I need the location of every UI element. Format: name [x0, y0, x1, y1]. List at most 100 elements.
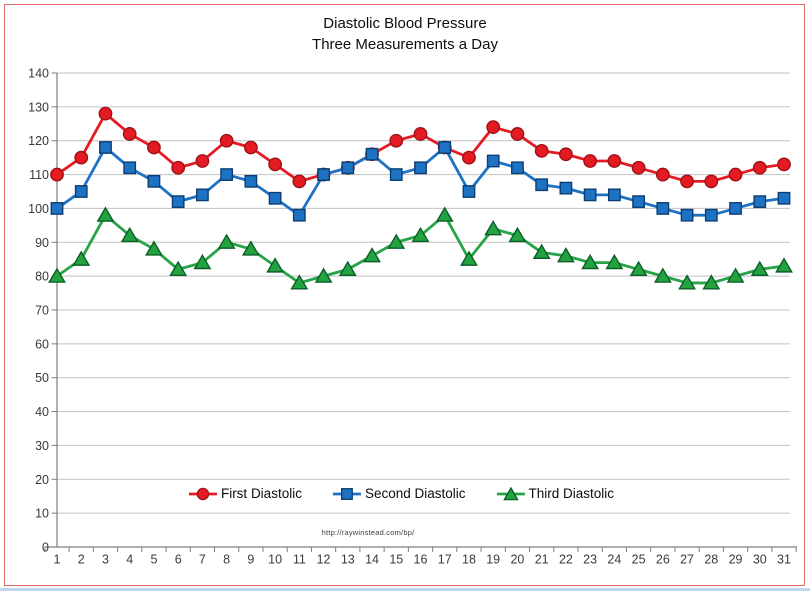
data-point — [435, 206, 454, 222]
x-tick-label: 13 — [341, 553, 355, 567]
x-tick-label: 6 — [175, 553, 182, 567]
data-point — [728, 167, 743, 182]
legend-square-marker-icon — [332, 487, 361, 500]
x-tick-label: 22 — [559, 553, 573, 567]
x-tick-label: 2 — [78, 553, 85, 567]
data-point — [777, 191, 791, 205]
y-tick-label: 130 — [28, 100, 49, 114]
footer-link[interactable]: http://raywinstead.com/bp/ — [321, 528, 415, 537]
legend-item-first-diastolic: First Diastolic — [188, 486, 302, 501]
x-tick-label: 8 — [223, 553, 230, 567]
data-point — [292, 174, 307, 189]
data-point — [486, 154, 500, 168]
data-point — [123, 161, 137, 175]
data-point — [50, 167, 64, 182]
x-tick-label: 15 — [389, 553, 403, 567]
data-point — [534, 143, 549, 158]
chart-frame — [4, 4, 805, 586]
data-point — [244, 174, 258, 188]
data-point — [219, 133, 234, 148]
data-point — [680, 174, 694, 189]
data-point — [680, 208, 694, 222]
data-point — [631, 160, 646, 175]
data-point — [559, 181, 573, 195]
x-tick-label: 9 — [247, 553, 254, 567]
data-point — [411, 226, 430, 243]
data-point — [241, 240, 260, 256]
data-point — [752, 160, 767, 175]
data-point — [704, 208, 718, 222]
x-tick-label: 5 — [150, 553, 157, 567]
x-tick-label: 25 — [632, 553, 646, 567]
data-point — [777, 157, 791, 172]
y-tick-label: 20 — [35, 473, 49, 487]
data-point — [338, 260, 357, 276]
legend-label-second-diastolic: Second Diastolic — [364, 486, 466, 501]
y-tick-label: 80 — [35, 270, 49, 284]
data-point — [605, 253, 624, 270]
data-point — [484, 220, 503, 236]
y-tick-label: 120 — [28, 134, 49, 148]
data-point — [653, 267, 672, 283]
data-point — [387, 233, 406, 249]
data-point — [389, 168, 403, 181]
data-point — [583, 154, 598, 168]
data-point — [678, 274, 696, 290]
data-point — [268, 157, 282, 172]
x-tick-label: 17 — [438, 553, 452, 567]
y-tick-label: 140 — [28, 67, 49, 81]
x-tick-label: 31 — [777, 553, 791, 567]
data-point — [365, 147, 379, 161]
data-point — [99, 141, 112, 154]
data-point — [726, 267, 745, 283]
chart-title: Diastolic Blood Pressure — [323, 15, 487, 32]
y-tick-label: 110 — [29, 168, 49, 182]
data-point — [268, 191, 282, 205]
data-point — [50, 202, 64, 215]
data-point — [266, 257, 285, 273]
series-first-diastolic — [50, 106, 791, 189]
data-point — [217, 233, 236, 249]
x-tick-label: 21 — [535, 553, 549, 567]
y-tick-label: 0 — [42, 541, 49, 555]
legend-item-second-diastolic: Second Diastolic — [332, 486, 466, 501]
data-point — [169, 260, 188, 276]
y-tick-label: 50 — [35, 371, 49, 385]
data-point — [414, 161, 427, 175]
x-tick-label: 16 — [414, 553, 428, 567]
data-point — [581, 253, 600, 270]
data-point — [147, 140, 161, 155]
data-point — [122, 127, 137, 141]
data-point — [171, 195, 185, 209]
data-point — [559, 147, 573, 162]
data-point — [702, 274, 721, 290]
data-point — [363, 247, 381, 263]
data-point — [775, 257, 793, 273]
x-tick-label: 29 — [729, 553, 743, 567]
data-point — [532, 243, 551, 260]
data-point — [486, 120, 501, 135]
y-tick-label: 70 — [35, 304, 49, 318]
data-point — [535, 178, 549, 192]
data-point — [704, 174, 719, 189]
x-tick-label: 30 — [753, 553, 767, 567]
data-point — [753, 195, 767, 209]
y-tick-label: 30 — [35, 439, 49, 453]
x-tick-label: 23 — [583, 553, 597, 567]
data-point — [292, 208, 306, 222]
data-point — [413, 127, 428, 141]
data-point — [220, 168, 234, 181]
data-point — [341, 161, 355, 175]
x-tick-label: 18 — [462, 553, 476, 567]
data-point — [629, 260, 648, 276]
x-axis-labels: 1 2 3 4 5 6 7 8 9 10 11 12 13 14 15 16 17 18 19 20 21 22 23 24 2… — [54, 553, 791, 567]
x-tick-label: 27 — [680, 553, 694, 567]
data-point — [171, 160, 186, 175]
data-point — [74, 185, 88, 198]
y-tick-label: 60 — [35, 337, 49, 351]
y-axis-labels: 0 10 20 30 40 50 60 70 80 90 100 110 120 130 140 — [28, 67, 49, 555]
data-point — [438, 141, 452, 154]
data-point — [510, 127, 525, 141]
x-tick-label: 4 — [126, 553, 133, 567]
